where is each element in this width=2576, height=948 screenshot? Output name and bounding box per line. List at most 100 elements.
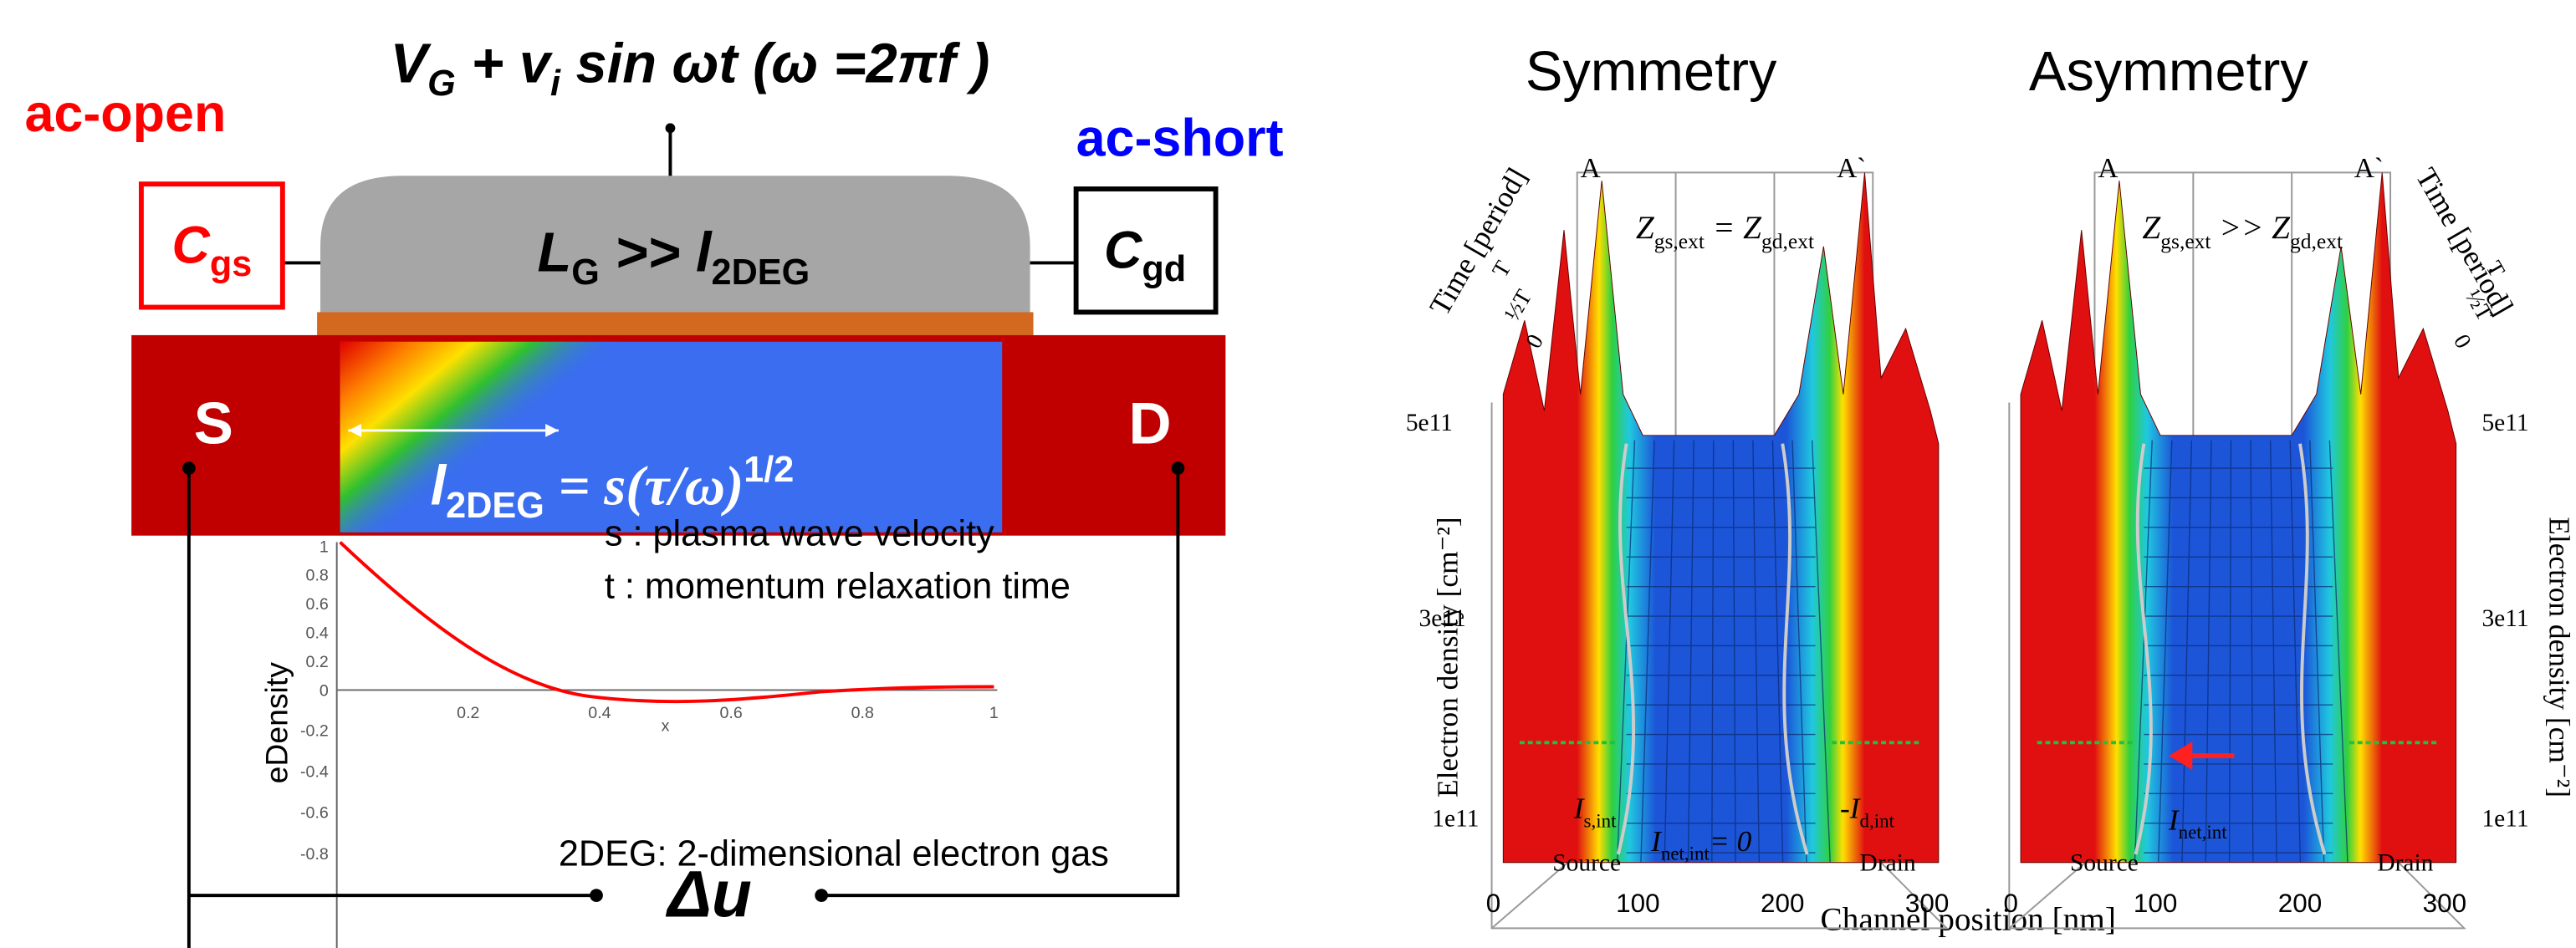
text: = [1705,210,1743,246]
text: gs,ext [2160,229,2211,253]
text: gd,ext [1761,229,1814,253]
text: + v [456,33,554,94]
text: Z [1636,210,1655,246]
inset-y-tick: 0.6 [306,595,329,614]
text: net,int [1661,844,1710,864]
text: gd,ext [2290,229,2343,253]
text: 2DEG [712,252,810,293]
text: s,int [1584,810,1618,831]
inset-y-tick: -0.2 [300,721,329,740]
x-tick: 0 [2004,889,2018,918]
text: >> l [600,222,713,283]
figure: VG + vi sin ωt (ω =2πf ) ac-open ac-shor… [0,0,2576,948]
x-tick: 300 [1905,889,1949,918]
impedance-label: Zgs,ext >> Zgd,ext [2142,210,2343,253]
density-surface [2021,172,2456,862]
device-diagram: VG + vi sin ωt (ω =2πf ) ac-open ac-shor… [24,33,1283,948]
inset-y-tick: 0.4 [306,624,329,643]
density-label: Electron density [cm⁻²] [2543,517,2576,798]
text: 2DEG [446,486,544,526]
inset-x-tick: 1 [989,704,999,722]
x-tick: 100 [1616,889,1659,918]
panel-title: Symmetry [1526,41,1777,103]
x-tick: 300 [2423,889,2466,918]
density-label: Electron density [cm⁻²] [1430,517,1464,798]
node [590,889,603,902]
text: V [391,33,432,94]
drain-label: Drain [2377,850,2433,877]
note: t : momentum relaxation time [605,566,1071,606]
text: >> [2211,210,2272,246]
text: Z [1743,210,1762,246]
density-tick: 1e11 [1432,806,1479,833]
text: gs,ext [1654,229,1705,253]
text: = 0 [1710,824,1752,858]
footnote: 2DEG: 2-dimensional electron gas [559,834,1109,874]
ac-short-label: ac-short [1076,110,1284,168]
text: C [1104,221,1143,279]
text: 1/2 [744,450,794,490]
time-tick: T [1486,256,1515,281]
ac-open-label: ac-open [24,84,226,143]
inset-x-tick: 0.4 [588,704,611,722]
text: = s(τ/ω) [544,455,744,517]
inset-x-tick: 0.8 [851,704,874,722]
corner-label: A` [1837,153,1866,184]
impedance-label: Zgs,ext = Zgd,ext [1636,210,1814,253]
node [1172,461,1185,475]
panel-title: Asymmetry [2029,41,2308,103]
source-label: Source [1552,850,1621,877]
node [815,889,828,902]
density-tick: 1e11 [2481,806,2528,833]
density-tick: 5e11 [2481,410,2528,436]
text: l [431,455,447,517]
density-tick: 5e11 [1406,410,1453,436]
inset-y-tick: 0.2 [306,653,329,671]
text: C [171,216,211,274]
text: sin ωt (ω =2πf ) [560,33,989,94]
x-tick: 200 [2278,889,2322,918]
time-tick: ½T [1499,285,1537,325]
inset-y-tick: 0.8 [306,567,329,585]
inset-x-tick: 0.6 [719,704,742,722]
time-tick: 0 [2449,329,2477,352]
text: G [427,64,456,104]
text: gd [1142,249,1186,289]
inset-x-tick: 0.2 [457,704,479,722]
x-tick: 100 [2134,889,2177,918]
inset-y-tick: -0.6 [300,804,329,823]
delta-u: Δu [665,858,752,931]
x-axis-label: Channel position [nm] [1821,901,2116,937]
inset-y-tick: 0 [319,681,329,700]
inset-x-label: x [662,717,670,736]
x-tick: 200 [1761,889,1804,918]
density-surface [1503,172,1939,862]
inset-y-tick: -0.8 [300,845,329,864]
drain-label: Drain [1860,850,1916,877]
gate-voltage: VG + vi sin ωt (ω =2πf ) [391,33,990,104]
text: d,int [1860,810,1895,831]
node [182,461,196,475]
corner-label: A` [2354,153,2384,184]
simulation-panels: Channel position [nm] Symmetry A A` Zgs,ext… [1406,41,2576,937]
page: VG + vi sin ωt (ω =2πf ) ac-open ac-shor… [0,0,2576,948]
text: L [537,222,571,283]
text: G [571,252,600,293]
inset-y-tick: -0.4 [300,763,329,782]
note: s : plasma wave velocity [605,513,994,553]
text: Z [2142,210,2161,246]
text: gs [210,244,252,284]
x-tick: 0 [1486,889,1500,918]
density-tick: 3e11 [2481,605,2528,632]
corner-label: A [2098,153,2118,184]
text: -I [1840,792,1862,825]
corner-label: A [1581,153,1601,184]
text: net,int [2179,822,2228,843]
density-tick: 3e11 [1419,605,1466,632]
source-label: Source [2070,850,2139,877]
inset-y-tick: 1 [319,538,329,556]
node [666,123,676,133]
text: Z [2272,210,2291,246]
